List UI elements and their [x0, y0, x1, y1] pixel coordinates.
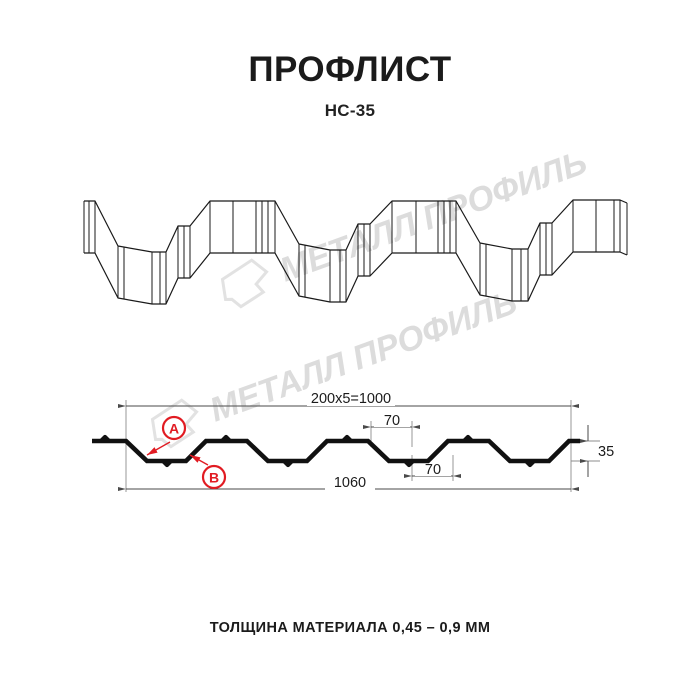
page-title: ПРОФЛИСТ — [248, 50, 452, 89]
callout-a-leader — [146, 441, 171, 456]
callout-b-leader — [189, 454, 209, 466]
product-model-subtitle: НС-35 — [324, 100, 376, 120]
dimension-overall-bottom: 1060 — [118, 475, 579, 491]
isometric-sheet — [83, 199, 628, 305]
callout-b[interactable]: B — [189, 454, 227, 490]
dimension-overall-top: 200x5=1000 — [118, 391, 579, 408]
profile-outline — [118, 438, 580, 464]
metall-profil-logo-icon — [220, 258, 269, 309]
dimension-valley-width: 70 — [404, 462, 461, 478]
dimension-height: 35 — [580, 425, 614, 477]
dimension-overall-bottom-label: 1060 — [334, 475, 366, 491]
callout-a[interactable]: A — [146, 415, 187, 456]
dimension-overall-top-label: 200x5=1000 — [311, 391, 391, 407]
callout-a-circle — [161, 415, 187, 441]
dimension-height-label: 35 — [598, 444, 614, 460]
title-block: ПРОФЛИСТ НС-35 — [0, 50, 700, 121]
callout-b-label: B — [209, 470, 219, 486]
callout-b-circle — [201, 464, 227, 490]
dimension-valley-width-label: 70 — [425, 462, 441, 478]
dimension-crest-width: 70 — [363, 413, 420, 429]
callout-a-label: A — [169, 421, 179, 437]
material-thickness-note: ТОЛЩИНА МАТЕРИАЛА 0,45 – 0,9 ММ — [209, 620, 491, 636]
dimension-crest-width-label: 70 — [384, 413, 400, 429]
